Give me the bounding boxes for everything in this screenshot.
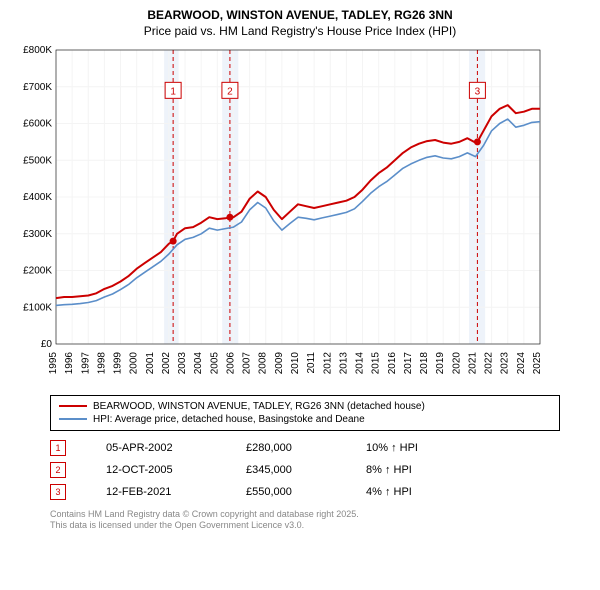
legend-swatch-2 — [59, 418, 87, 420]
svg-text:2020: 2020 — [451, 351, 462, 374]
svg-text:2008: 2008 — [258, 351, 269, 374]
footnote-line1: Contains HM Land Registry data © Crown c… — [50, 509, 560, 521]
svg-text:2004: 2004 — [193, 351, 204, 374]
svg-text:2010: 2010 — [290, 351, 301, 374]
svg-text:1: 1 — [170, 86, 176, 97]
footnote-line2: This data is licensed under the Open Gov… — [50, 520, 560, 532]
svg-text:1999: 1999 — [113, 351, 124, 374]
svg-text:2014: 2014 — [355, 351, 366, 374]
svg-text:2015: 2015 — [371, 351, 382, 374]
sale-date: 12-OCT-2005 — [106, 464, 206, 476]
footnote: Contains HM Land Registry data © Crown c… — [50, 509, 560, 532]
svg-text:2025: 2025 — [532, 351, 543, 374]
svg-text:1995: 1995 — [48, 351, 59, 374]
sale-hpi: 4% ↑ HPI — [366, 486, 446, 498]
svg-text:2016: 2016 — [387, 351, 398, 374]
svg-text:£100K: £100K — [23, 302, 52, 313]
svg-text:2024: 2024 — [516, 351, 527, 374]
svg-text:1997: 1997 — [80, 351, 91, 374]
sale-price: £280,000 — [246, 442, 326, 454]
sale-hpi: 8% ↑ HPI — [366, 464, 446, 476]
svg-text:2006: 2006 — [225, 351, 236, 374]
svg-text:2001: 2001 — [145, 351, 156, 374]
svg-text:2021: 2021 — [467, 351, 478, 374]
sale-marker-box: 2 — [50, 462, 66, 478]
sale-marker-box: 3 — [50, 484, 66, 500]
svg-text:£200K: £200K — [23, 265, 52, 276]
legend: BEARWOOD, WINSTON AVENUE, TADLEY, RG26 3… — [50, 395, 560, 431]
svg-text:2007: 2007 — [242, 351, 253, 374]
sales-row: 3 12-FEB-2021 £550,000 4% ↑ HPI — [50, 481, 560, 503]
svg-text:2017: 2017 — [403, 351, 414, 374]
sales-table: 1 05-APR-2002 £280,000 10% ↑ HPI 2 12-OCT-200… — [50, 437, 560, 503]
line-chart-svg: £0 £100K £200K £300K £400K £500K £600K £700K £80… — [10, 44, 550, 384]
svg-text:2012: 2012 — [322, 351, 333, 374]
svg-text:3: 3 — [475, 86, 481, 97]
svg-text:2000: 2000 — [129, 351, 140, 374]
svg-text:2022: 2022 — [484, 351, 495, 374]
legend-label-2: HPI: Average price, detached house, Basi… — [93, 414, 365, 425]
sale-hpi: 10% ↑ HPI — [366, 442, 446, 454]
svg-text:2: 2 — [227, 86, 233, 97]
svg-text:£0: £0 — [41, 339, 53, 350]
svg-text:2009: 2009 — [274, 351, 285, 374]
svg-text:£600K: £600K — [23, 118, 52, 129]
sale-marker-box: 1 — [50, 440, 66, 456]
sale-date: 05-APR-2002 — [106, 442, 206, 454]
svg-text:£300K: £300K — [23, 228, 52, 239]
sale-price: £345,000 — [246, 464, 326, 476]
sale-date: 12-FEB-2021 — [106, 486, 206, 498]
sale-price: £550,000 — [246, 486, 326, 498]
legend-label-1: BEARWOOD, WINSTON AVENUE, TADLEY, RG26 3… — [93, 401, 425, 412]
svg-text:2018: 2018 — [419, 351, 430, 374]
svg-text:2019: 2019 — [435, 351, 446, 374]
svg-text:2002: 2002 — [161, 351, 172, 374]
svg-text:£700K: £700K — [23, 81, 52, 92]
chart-title-line1: BEARWOOD, WINSTON AVENUE, TADLEY, RG26 3… — [10, 8, 590, 24]
svg-text:£500K: £500K — [23, 155, 52, 166]
legend-row-1: BEARWOOD, WINSTON AVENUE, TADLEY, RG26 3… — [59, 400, 551, 413]
svg-text:£400K: £400K — [23, 192, 52, 203]
legend-swatch-1 — [59, 405, 87, 407]
svg-text:2003: 2003 — [177, 351, 188, 374]
svg-text:£800K: £800K — [23, 45, 52, 56]
chart-title-line2: Price paid vs. HM Land Registry's House … — [10, 24, 590, 38]
legend-row-2: HPI: Average price, detached house, Basi… — [59, 413, 551, 426]
sales-row: 1 05-APR-2002 £280,000 10% ↑ HPI — [50, 437, 560, 459]
chart-container: BEARWOOD, WINSTON AVENUE, TADLEY, RG26 3… — [0, 0, 600, 540]
svg-text:1996: 1996 — [64, 351, 75, 374]
svg-text:1998: 1998 — [96, 351, 107, 374]
chart-area: £0 £100K £200K £300K £400K £500K £600K £700K £80… — [10, 44, 590, 389]
svg-text:2013: 2013 — [338, 351, 349, 374]
svg-text:2023: 2023 — [500, 351, 511, 374]
svg-text:2011: 2011 — [306, 351, 317, 373]
svg-text:2005: 2005 — [209, 351, 220, 374]
sales-row: 2 12-OCT-2005 £345,000 8% ↑ HPI — [50, 459, 560, 481]
